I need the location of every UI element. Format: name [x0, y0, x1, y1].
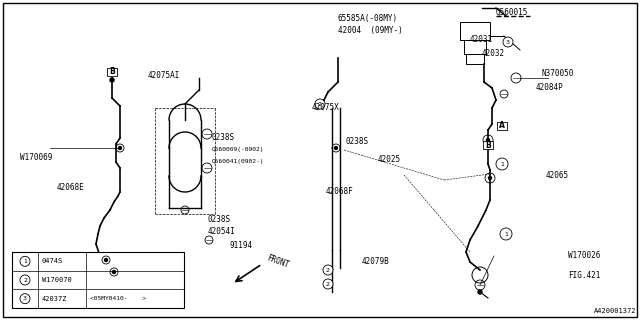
- Text: 42025: 42025: [378, 156, 401, 164]
- Text: 2: 2: [318, 101, 322, 107]
- Bar: [460, 22, 490, 40]
- Circle shape: [503, 37, 513, 47]
- Text: 42065: 42065: [546, 172, 569, 180]
- Text: 0238S: 0238S: [212, 133, 235, 142]
- Circle shape: [113, 270, 115, 274]
- Text: 0474S: 0474S: [42, 258, 63, 264]
- Text: 1: 1: [500, 162, 504, 166]
- Circle shape: [335, 147, 337, 149]
- Text: 42068E: 42068E: [57, 183, 84, 193]
- Text: 42079B: 42079B: [362, 258, 390, 267]
- Text: W170070: W170070: [42, 277, 72, 283]
- Text: <05MY0410-    >: <05MY0410- >: [90, 296, 147, 301]
- Text: W170069: W170069: [20, 154, 52, 163]
- Text: 3: 3: [506, 39, 510, 44]
- Bar: [107, 68, 117, 76]
- Circle shape: [496, 158, 508, 170]
- Text: Q560009(-0902): Q560009(-0902): [212, 148, 264, 153]
- Text: Q560041(0902-): Q560041(0902-): [212, 159, 264, 164]
- Bar: [497, 122, 507, 130]
- Circle shape: [118, 147, 122, 149]
- Bar: [466, 54, 484, 64]
- Text: 65585A(-08MY): 65585A(-08MY): [338, 13, 398, 22]
- Text: FIG.421: FIG.421: [568, 271, 600, 281]
- Bar: [12, 252, 184, 308]
- Text: 2: 2: [326, 282, 330, 286]
- Circle shape: [323, 265, 333, 275]
- Circle shape: [500, 228, 512, 240]
- Text: 0238S: 0238S: [208, 215, 231, 225]
- Circle shape: [488, 177, 492, 180]
- Text: 91194: 91194: [230, 242, 253, 251]
- Text: 42054I: 42054I: [208, 228, 236, 236]
- Text: 42068F: 42068F: [326, 188, 354, 196]
- Bar: [483, 141, 493, 149]
- Text: 42037Z: 42037Z: [42, 296, 67, 302]
- Circle shape: [104, 259, 108, 261]
- Circle shape: [20, 275, 30, 285]
- Text: B: B: [109, 68, 115, 76]
- Text: 42084P: 42084P: [536, 84, 564, 92]
- Text: 42075AI: 42075AI: [148, 71, 180, 81]
- Text: A: A: [499, 122, 505, 131]
- Bar: [464, 40, 486, 54]
- Text: 2: 2: [23, 277, 27, 283]
- Text: 1: 1: [23, 259, 27, 264]
- Text: 42031: 42031: [470, 36, 493, 44]
- Text: 2: 2: [326, 268, 330, 273]
- Text: 42075X: 42075X: [312, 103, 340, 113]
- Text: 1: 1: [504, 231, 508, 236]
- Circle shape: [20, 294, 30, 304]
- Text: 42032: 42032: [482, 50, 505, 59]
- Circle shape: [478, 290, 482, 294]
- Text: N370050: N370050: [542, 68, 574, 77]
- Text: A420001372: A420001372: [593, 308, 636, 314]
- Text: 42004  (09MY-): 42004 (09MY-): [338, 26, 403, 35]
- Text: 3: 3: [23, 296, 27, 301]
- Text: B: B: [485, 140, 491, 149]
- Circle shape: [315, 99, 325, 109]
- Text: Q560015: Q560015: [496, 7, 529, 17]
- Circle shape: [486, 139, 490, 141]
- Circle shape: [110, 78, 114, 82]
- Circle shape: [323, 279, 333, 289]
- Circle shape: [20, 256, 30, 266]
- Text: 0238S: 0238S: [346, 138, 369, 147]
- Text: FRONT: FRONT: [265, 254, 290, 270]
- Text: W170026: W170026: [568, 252, 600, 260]
